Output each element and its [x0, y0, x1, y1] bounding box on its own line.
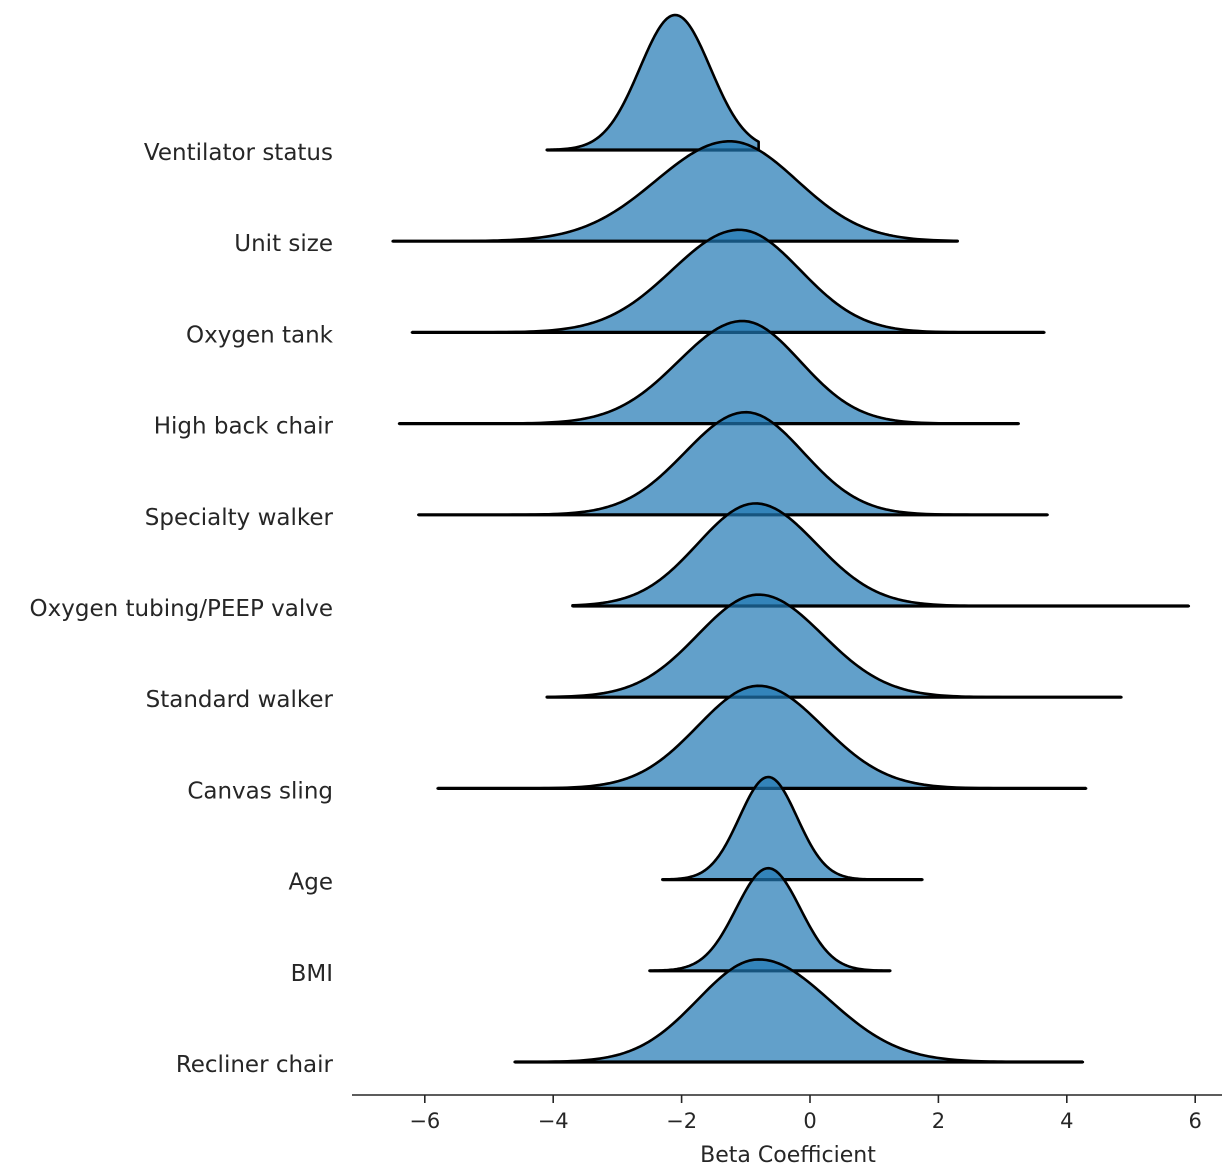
ridge-density-4	[417, 410, 1049, 517]
x-tick-label-1: −4	[538, 1109, 569, 1133]
ridge-2	[410, 228, 1046, 334]
ridge-8	[661, 775, 924, 882]
ridge-density-8	[661, 775, 924, 881]
category-label-3: High back chair	[154, 414, 334, 440]
x-axis: −6 −4 −2 0 2 4 6 Beta Coefficient	[352, 1094, 1222, 1167]
ridge-10	[513, 958, 1085, 1064]
category-label-7: Canvas sling	[187, 778, 333, 804]
x-tick-label-0: −6	[409, 1109, 440, 1133]
ridge-density-1	[391, 140, 959, 243]
x-tick-label-2: −2	[666, 1109, 697, 1133]
category-label-4: Specialty walker	[145, 505, 334, 531]
ridge-7	[436, 684, 1088, 791]
ridge-density-6	[545, 593, 1123, 699]
category-label-6: Standard walker	[146, 687, 334, 713]
ridges-layer	[391, 13, 1191, 1064]
ridge-density-9	[648, 866, 892, 973]
ridge-4	[417, 410, 1049, 517]
ridge-0	[545, 13, 760, 152]
category-label-8: Age	[289, 870, 333, 896]
ridge-density-0	[545, 13, 760, 152]
ridge-9	[648, 866, 892, 973]
ridge-3	[397, 319, 1020, 426]
x-ticks-layer: −6 −4 −2 0 2 4 6	[409, 1095, 1202, 1133]
ridge-1	[391, 140, 959, 243]
category-label-10: Recliner chair	[176, 1052, 334, 1078]
ridge-5	[571, 502, 1191, 608]
x-axis-title: Beta Coefficient	[700, 1143, 876, 1167]
category-label-2: Oxygen tank	[186, 322, 334, 348]
category-label-1: Unit size	[234, 231, 333, 257]
ridge-6	[545, 593, 1123, 699]
x-tick-label-5: 4	[1060, 1109, 1073, 1133]
category-label-5: Oxygen tubing/PEEP valve	[30, 596, 333, 622]
category-labels-layer: Ventilator status Unit size Oxygen tank Hig…	[30, 140, 334, 1078]
ridge-density-3	[397, 319, 1020, 425]
category-label-9: BMI	[291, 961, 333, 987]
ridge-density-7	[436, 684, 1088, 790]
x-tick-label-3: 0	[803, 1109, 816, 1133]
x-tick-label-6: 6	[1189, 1109, 1202, 1133]
category-label-0: Ventilator status	[144, 140, 333, 166]
ridge-density-2	[410, 228, 1046, 334]
ridge-density-10	[513, 958, 1085, 1064]
ridge-density-5	[571, 502, 1191, 608]
x-tick-label-4: 2	[932, 1109, 945, 1133]
